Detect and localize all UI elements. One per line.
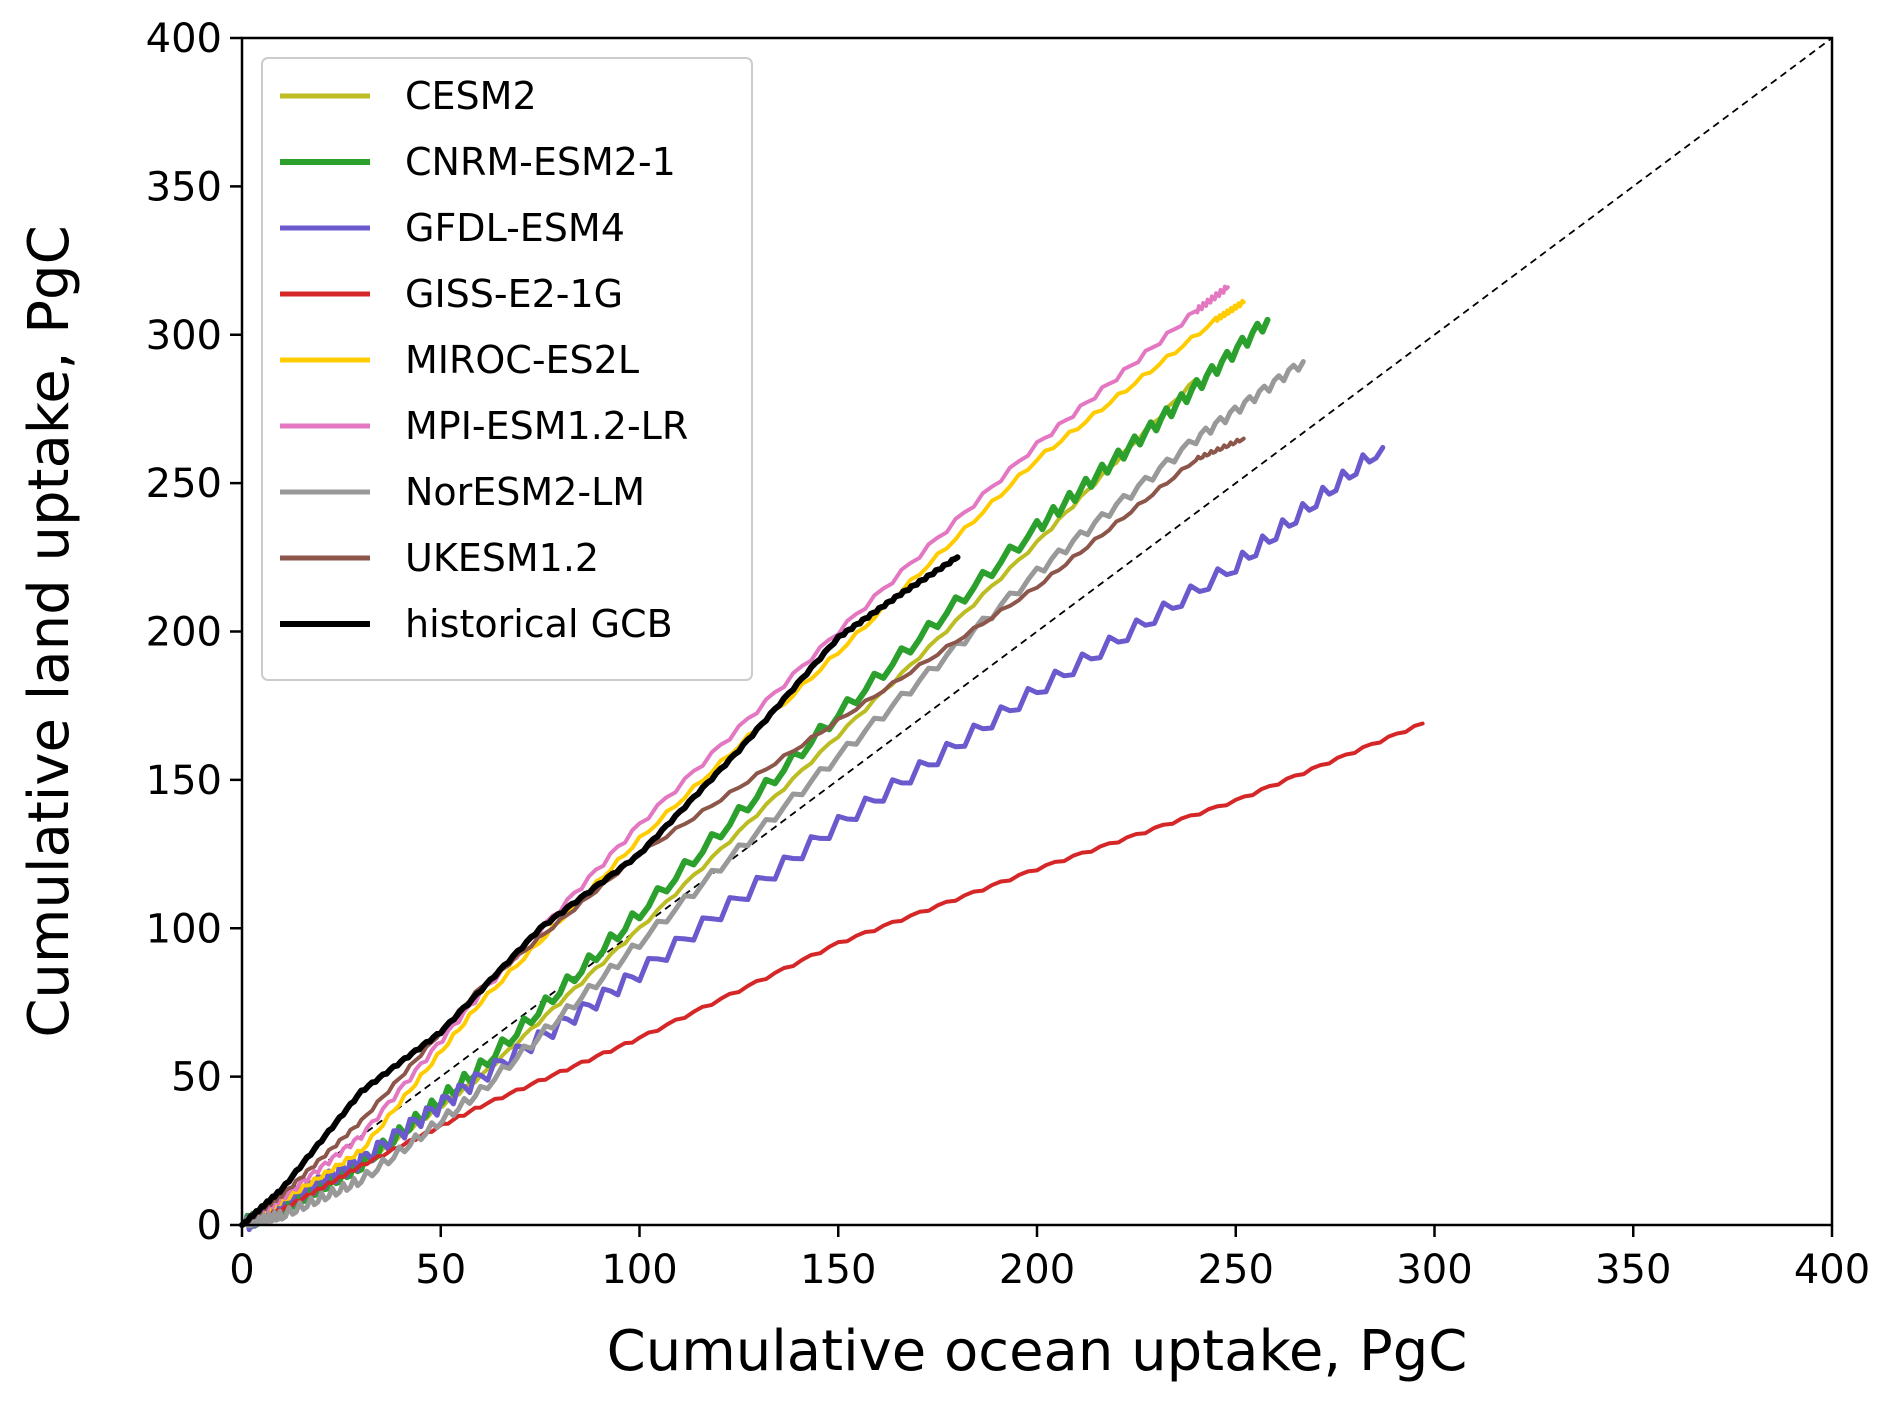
x-tick-label: 350 [1595, 1247, 1671, 1293]
legend-entry-label: historical GCB [405, 602, 673, 646]
x-axis-label: Cumulative ocean uptake, PgC [607, 1319, 1468, 1384]
legend-entry-label: MIROC-ES2L [405, 338, 639, 382]
x-tick-label: 100 [601, 1247, 677, 1293]
legend-entry-label: GFDL-ESM4 [405, 206, 625, 250]
legend-entry-label: MPI-ESM1.2-LR [405, 404, 688, 448]
x-tick-label: 300 [1396, 1247, 1472, 1293]
legend: CESM2 CNRM-ESM2-1 GFDL-ESM4 GISS-E2-1G MIROC… [261, 57, 753, 681]
legend-entry-label: UKESM1.2 [405, 536, 599, 580]
y-tick-label: 150 [146, 758, 222, 804]
x-tick-label: 400 [1794, 1247, 1870, 1293]
y-tick-label: 250 [146, 461, 222, 507]
x-tick-label: 0 [229, 1247, 254, 1293]
series-line-miroc-es2l [240, 298, 1246, 1227]
y-axis: 0 50 100 150 200 250 300 350 400 [146, 16, 242, 1249]
x-tick-label: 200 [999, 1247, 1075, 1293]
series-line-noresm2-lm [239, 359, 1306, 1229]
legend-box [261, 57, 753, 681]
legend-entry-label: CNRM-ESM2-1 [405, 140, 676, 184]
series-layer [239, 284, 1425, 1233]
y-tick-label: 350 [146, 164, 222, 210]
y-tick-label: 400 [146, 16, 222, 62]
y-tick-label: 200 [146, 610, 222, 656]
series-line-giss-e2-1g [240, 721, 1425, 1227]
y-axis-label: Cumulative land uptake, PgC [17, 225, 82, 1037]
legend-entry-label: NorESM2-LM [405, 470, 645, 514]
y-tick-label: 300 [146, 313, 222, 359]
reference-line-layer [241, 37, 1833, 1226]
x-axis: 0 50 100 150 200 250 300 350 400 [229, 1225, 1870, 1293]
one-to-one-reference-line [241, 37, 1833, 1226]
x-tick-label: 50 [415, 1247, 466, 1293]
y-tick-label: 50 [171, 1055, 222, 1101]
legend-entry-label: GISS-E2-1G [405, 272, 623, 316]
series-line-historical-gcb [239, 554, 961, 1228]
x-tick-label: 250 [1198, 1247, 1274, 1293]
x-tick-label: 150 [800, 1247, 876, 1293]
y-tick-label: 0 [197, 1203, 222, 1249]
y-tick-label: 100 [146, 906, 222, 952]
series-line-mpi-esm1-2-lr [240, 284, 1230, 1227]
legend-entry-label: CESM2 [405, 74, 537, 118]
